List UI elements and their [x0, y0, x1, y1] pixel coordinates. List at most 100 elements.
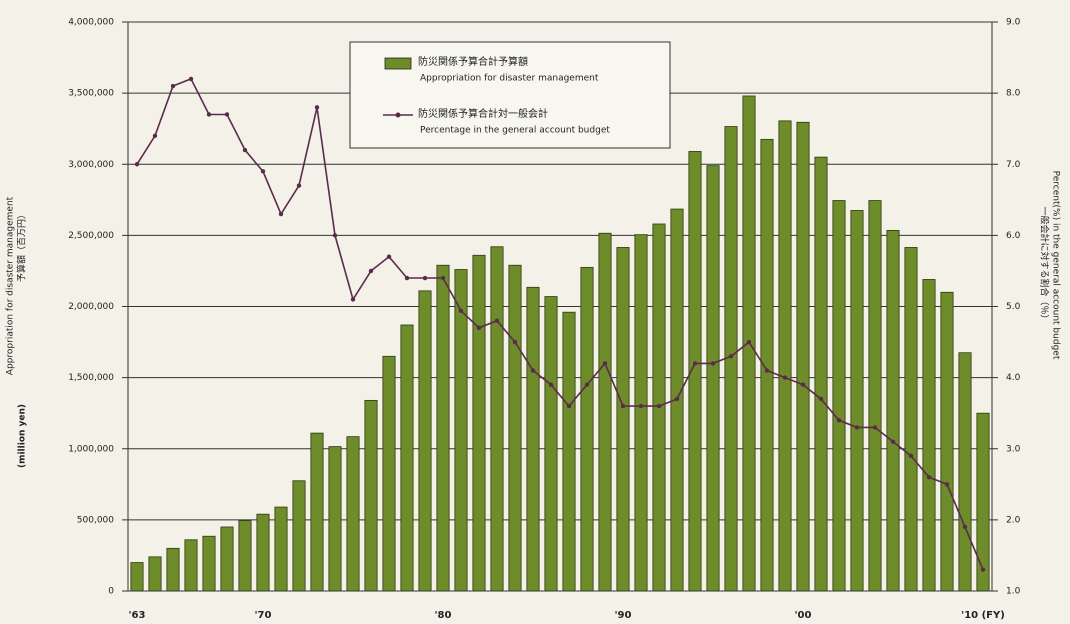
bar	[166, 547, 180, 592]
bar	[292, 480, 306, 592]
line	[136, 77, 984, 571]
y2-axis-label: 一般会計に対する割合（％）	[1039, 206, 1051, 323]
line-point	[548, 382, 554, 387]
bar	[256, 513, 270, 592]
bar	[796, 121, 810, 592]
line-point	[314, 105, 320, 110]
y-axis-label: Appropriation for disaster management	[6, 196, 16, 375]
bar	[814, 156, 828, 592]
line-point	[962, 524, 968, 530]
y-tick-label: 3,000,000	[68, 160, 114, 170]
bar	[148, 556, 162, 592]
line-point	[134, 162, 140, 167]
y-tick-label: 2,500,000	[68, 231, 114, 241]
legend-sublabel: Percentage in the general account budget	[420, 126, 610, 136]
line-point	[656, 403, 662, 409]
bar	[616, 247, 630, 592]
bar	[274, 506, 288, 592]
line-point	[512, 339, 518, 345]
bar	[832, 200, 846, 592]
y-axis-title: (million yen) 予算額（百万円） Appropriation for…	[6, 196, 28, 468]
y2-tick-label: 2.0	[1006, 515, 1021, 525]
bar	[562, 311, 576, 592]
line-point	[800, 382, 806, 387]
line-point	[764, 368, 770, 373]
line-point	[926, 475, 932, 480]
line-point	[206, 112, 212, 117]
x-tick-label: '80	[435, 610, 452, 621]
bar	[580, 266, 594, 592]
x-tick-label: '10 (FY)	[961, 610, 1005, 621]
line-point	[908, 453, 914, 459]
x-tick-label: '00	[795, 610, 812, 621]
line-point	[620, 403, 626, 409]
line-point	[332, 233, 338, 238]
y2-tick-label: 7.0	[1006, 160, 1021, 170]
line-point	[638, 403, 644, 409]
line-point	[944, 482, 950, 487]
line-point	[260, 169, 266, 174]
bar	[598, 232, 612, 592]
bar	[238, 520, 252, 592]
bars	[130, 95, 990, 592]
bar	[472, 254, 486, 592]
y-tick-label: 0	[108, 587, 114, 597]
x-tick-label: '63	[129, 610, 146, 621]
line-point	[530, 368, 536, 373]
y-axis-label: 予算額（百万円）	[16, 210, 28, 282]
line-point	[224, 112, 230, 117]
y2-axis-title: 一般会計に対する割合（％） Percent(%) in the general …	[1039, 171, 1061, 360]
bar	[490, 246, 504, 592]
bar	[184, 539, 198, 592]
line-point	[242, 147, 248, 153]
y2-tick-label: 3.0	[1006, 444, 1021, 454]
y2-tick-label: 5.0	[1006, 302, 1021, 312]
bar	[364, 399, 378, 592]
bar	[220, 526, 234, 592]
line-point	[440, 275, 446, 281]
y-tick-label: 500,000	[77, 515, 114, 525]
line-point	[746, 339, 752, 345]
bar	[868, 200, 882, 592]
line-point	[278, 211, 284, 217]
legend: 防災関係予算合計予算額 Appropriation for disaster m…	[349, 41, 671, 149]
bar	[544, 296, 558, 592]
x-tick-label: '90	[615, 610, 632, 621]
bar	[310, 432, 324, 592]
line-point	[782, 375, 788, 380]
line-point	[602, 361, 608, 366]
y2-tick-label: 6.0	[1006, 231, 1021, 241]
line-point	[584, 382, 590, 387]
line-point	[368, 268, 374, 274]
line-point	[188, 76, 194, 82]
bar	[706, 165, 720, 592]
bar	[634, 234, 648, 592]
line-point	[170, 83, 176, 89]
bar	[508, 264, 522, 592]
y2-tick-label: 4.0	[1006, 373, 1021, 383]
line-point	[692, 361, 698, 366]
legend-swatch	[384, 57, 412, 70]
bar	[436, 264, 450, 592]
line-point	[476, 325, 482, 331]
y2-tick-label: 8.0	[1006, 89, 1021, 99]
line-point	[980, 567, 986, 572]
grid	[128, 21, 992, 592]
bar	[454, 269, 468, 592]
line-point	[386, 254, 392, 259]
y-tick-label: 3,500,000	[68, 89, 114, 99]
legend-sublabel: Appropriation for disaster management	[420, 74, 599, 84]
line-layer	[134, 76, 986, 572]
bar	[346, 436, 360, 592]
y-tick-label: 1,500,000	[68, 373, 114, 383]
bar	[400, 324, 414, 592]
line-point	[890, 439, 896, 444]
bar	[526, 286, 540, 592]
line-point	[458, 308, 464, 313]
legend-swatch	[395, 112, 401, 118]
bar	[922, 279, 936, 592]
x-tick-label: '70	[255, 610, 272, 621]
legend-label: 防災関係予算合計対一般会計	[418, 107, 548, 120]
y-tick-label: 2,000,000	[68, 302, 114, 312]
